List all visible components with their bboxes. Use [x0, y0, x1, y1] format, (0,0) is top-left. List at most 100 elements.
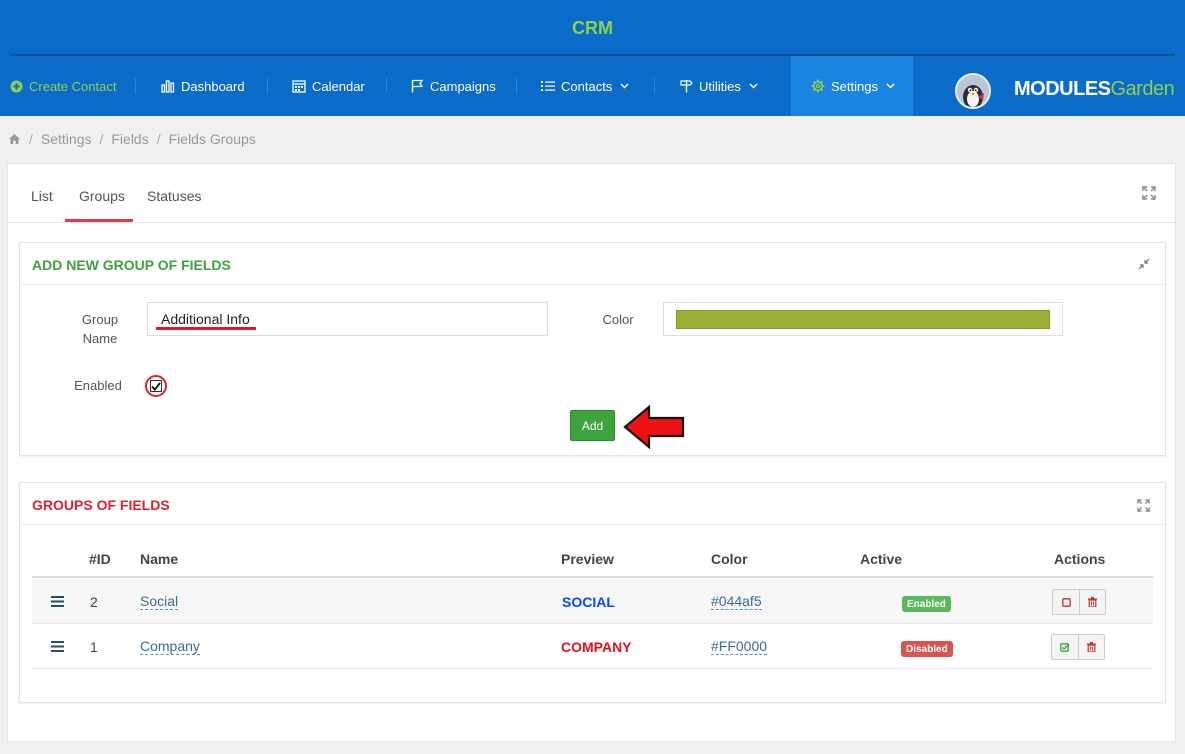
row-actions — [1052, 589, 1106, 615]
breadcrumb-item-fields-groups: Fields Groups — [168, 131, 256, 147]
user-avatar[interactable] — [955, 73, 991, 109]
square-icon — [1061, 597, 1071, 607]
logo-modules-text: MODULES — [1014, 77, 1111, 100]
top-divider — [10, 54, 1175, 56]
groups-title: GROUPS OF FIELDS — [32, 497, 170, 513]
row-color-editable[interactable]: #FF0000 — [711, 638, 768, 655]
nav-create-contact[interactable]: Create Contact — [10, 56, 116, 116]
tab-groups[interactable]: Groups — [79, 188, 125, 204]
drag-handle-icon[interactable] — [51, 596, 64, 607]
drag-handle-icon[interactable] — [51, 641, 64, 652]
nav-campaigns-label: Campaigns — [430, 78, 496, 94]
chevron-down-icon — [749, 83, 758, 89]
status-badge-disabled: Disabled — [901, 641, 953, 657]
tab-statuses[interactable]: Statuses — [147, 188, 202, 204]
check-square-icon — [1060, 642, 1070, 652]
group-name-input[interactable] — [147, 302, 548, 336]
delete-button[interactable] — [1079, 590, 1105, 614]
delete-button[interactable] — [1078, 635, 1104, 659]
tab-bar: List Groups Statuses — [8, 164, 1175, 223]
home-icon[interactable] — [8, 133, 21, 145]
nav-divider — [516, 78, 517, 94]
nav-dashboard-label: Dashboard — [181, 78, 245, 94]
signpost-icon — [680, 80, 693, 93]
annotation-underline — [156, 327, 256, 330]
col-preview[interactable]: Preview — [561, 551, 614, 567]
row-name-editable[interactable]: Social — [140, 593, 179, 610]
col-color[interactable]: Color — [711, 551, 748, 567]
nav-calendar[interactable]: Calendar — [292, 56, 365, 116]
nav-dashboard[interactable]: Dashboard — [161, 56, 245, 116]
bar-chart-icon — [161, 79, 175, 93]
add-group-title: ADD NEW GROUP OF FIELDS — [32, 257, 231, 273]
top-bar: CRM — [0, 0, 1185, 56]
toggle-active-button[interactable] — [1053, 590, 1079, 614]
plus-circle-icon — [10, 79, 23, 93]
annotation-arrow-icon — [623, 405, 685, 449]
nav-divider — [267, 78, 268, 94]
trash-icon — [1088, 597, 1097, 607]
groups-table-card: GROUPS OF FIELDS #ID Name Preview Color … — [19, 482, 1166, 703]
nav-divider — [654, 78, 655, 94]
nav-calendar-label: Calendar — [312, 78, 365, 94]
main-panel: List Groups Statuses ADD NEW GROUP OF FI… — [7, 163, 1176, 742]
col-id[interactable]: #ID — [89, 551, 111, 567]
expand-icon[interactable] — [1142, 186, 1156, 200]
status-badge-enabled: Enabled — [902, 596, 951, 612]
color-label: Color — [602, 312, 634, 327]
row-color-editable[interactable]: #044af5 — [711, 593, 762, 610]
nav-utilities[interactable]: Utilities — [680, 56, 764, 116]
chevron-down-icon — [886, 83, 895, 89]
nav-utilities-label: Utilities — [699, 78, 741, 94]
enabled-label: Enabled — [74, 378, 122, 393]
app-title: CRM — [572, 18, 613, 38]
penguin-avatar-icon — [963, 85, 984, 107]
collapse-icon[interactable] — [1138, 258, 1150, 270]
table-header: #ID Name Preview Color Active Actions — [32, 549, 1153, 578]
nav-divider — [386, 78, 387, 94]
breadcrumb-item-settings[interactable]: Settings — [40, 131, 92, 147]
color-swatch — [676, 310, 1050, 329]
nav-settings[interactable]: Settings — [791, 56, 913, 116]
nav-contacts[interactable]: Contacts — [541, 56, 635, 116]
checkmark-icon — [151, 381, 161, 391]
list-icon — [541, 81, 555, 91]
row-actions — [1051, 634, 1105, 660]
add-button[interactable]: Add — [570, 410, 615, 441]
modulesgarden-logo: MODULES Garden — [1014, 76, 1175, 102]
logo-garden-text: Garden — [1110, 77, 1175, 100]
group-name-label: Group Name — [81, 312, 119, 346]
color-picker[interactable] — [663, 302, 1063, 336]
row-name-editable[interactable]: Company — [140, 638, 200, 655]
groups-card-header: GROUPS OF FIELDS — [20, 483, 1165, 525]
table-row: 2 Social SOCIAL #044af5 Enabled — [32, 579, 1153, 624]
expand-icon[interactable] — [1137, 499, 1150, 512]
tab-list[interactable]: List — [31, 188, 53, 204]
gear-icon — [811, 79, 825, 93]
breadcrumb-item-fields[interactable]: Fields — [111, 131, 149, 147]
flag-icon — [411, 79, 424, 93]
trash-icon — [1087, 642, 1096, 652]
col-name[interactable]: Name — [140, 551, 179, 567]
nav-campaigns[interactable]: Campaigns — [411, 56, 496, 116]
add-group-card-header: ADD NEW GROUP OF FIELDS — [20, 243, 1165, 285]
enabled-checkbox[interactable] — [150, 380, 162, 392]
row-preview: SOCIAL — [562, 594, 615, 610]
row-preview: COMPANY — [561, 639, 632, 655]
main-navbar: Create Contact Dashboard Calendar Campai… — [0, 56, 1185, 116]
col-actions: Actions — [1054, 551, 1106, 567]
nav-settings-label: Settings — [831, 78, 878, 94]
row-id: 1 — [90, 639, 98, 655]
col-active[interactable]: Active — [860, 551, 903, 567]
row-id: 2 — [90, 594, 98, 610]
breadcrumb: / Settings / Fields / Fields Groups — [8, 131, 256, 147]
chevron-down-icon — [620, 83, 629, 89]
nav-divider — [135, 78, 136, 94]
annotation-circle — [145, 375, 167, 397]
active-tab-indicator — [65, 219, 133, 222]
nav-contacts-label: Contacts — [561, 78, 613, 94]
calendar-icon — [292, 80, 306, 93]
table-row: 1 Company COMPANY #FF0000 Disabled — [32, 624, 1153, 669]
nav-create-contact-label: Create Contact — [29, 78, 117, 94]
toggle-active-button[interactable] — [1052, 635, 1078, 659]
